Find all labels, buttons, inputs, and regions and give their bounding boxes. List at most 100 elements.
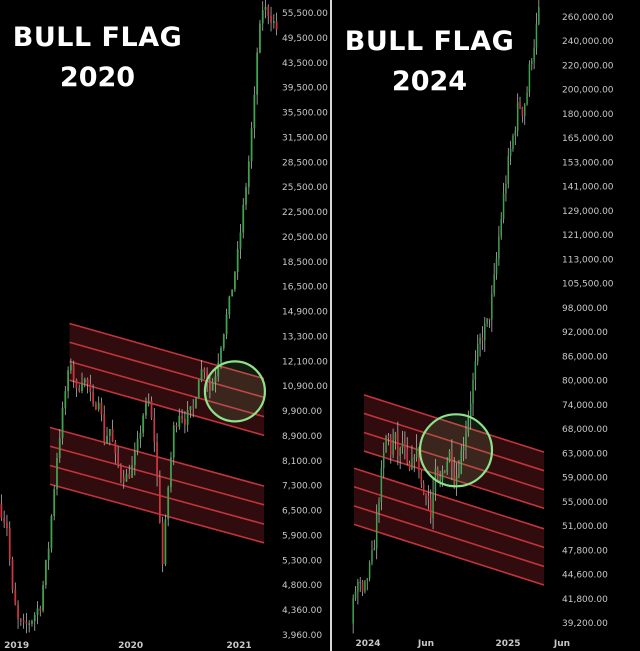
y-tick-label: 180,000.00 [562,110,614,120]
candle [28,620,31,633]
candle [259,19,261,54]
y-tick-label: 31,500.00 [282,133,328,143]
candle [17,600,19,629]
y-tick-label: 200,000.00 [562,86,614,96]
candle [67,366,69,399]
candle [33,612,36,631]
y-tick-label: 3,960.00 [282,631,322,641]
candle [197,379,200,399]
y-tick-label: 105,500.00 [562,280,614,290]
left-chart-panel: 55,500.00 49,500.00 43,500.00 39,500.00 35,5… [0,0,328,651]
candle [491,285,493,332]
y-tick-label: 165,000.00 [562,134,614,144]
candle [75,378,78,397]
candle [250,121,253,169]
candle [531,57,533,71]
candle [458,460,460,479]
candle [500,212,502,240]
y-tick-label: 39,500.00 [282,84,328,94]
candle [420,469,423,489]
candle [120,463,122,484]
candle [455,462,458,496]
y-tick-label: 240,000.00 [562,37,614,47]
right-title-line2: 2024 [391,66,468,97]
candle [272,14,275,29]
candle [106,426,108,445]
candle [526,86,528,106]
candle [380,460,383,511]
y-tick-label: 8,900.00 [282,432,322,442]
candle [401,430,404,454]
candle [11,556,14,594]
candle [373,539,376,551]
candle [366,578,369,591]
candle [359,576,361,592]
candle [0,494,3,521]
candle [392,428,394,459]
candle [142,413,145,437]
y-tick-label: 98,000.00 [562,304,608,314]
candle [352,594,354,634]
y-tick-label: 86,000.00 [562,352,608,362]
candle [256,47,259,105]
candle [397,421,399,466]
candle [164,514,167,567]
y-tick-label: 43,500.00 [282,59,328,69]
candle [502,182,505,224]
candle [465,420,467,459]
candle [19,618,22,626]
candle [239,223,242,259]
candle [111,419,114,443]
y-tick-label: 80,000.00 [562,377,608,387]
candle [533,39,535,70]
y-tick-label: 51,000.00 [562,522,608,532]
candle [178,408,181,430]
candle [114,440,117,464]
candle [264,0,267,19]
candle [209,374,211,399]
candle [519,96,521,110]
candle [136,430,139,456]
x-tick-label: 2020 [118,641,143,651]
y-tick-label: 4,800.00 [282,581,322,591]
candle [72,360,75,388]
candle [8,521,11,566]
candle [139,425,142,448]
candle [122,469,125,489]
flag-channel-lower [353,467,545,586]
candle [460,444,463,475]
candle [507,147,510,189]
candle [234,271,236,292]
candle [58,428,61,463]
candle [228,295,231,319]
candle [427,485,430,510]
candle [242,198,245,239]
candle [462,436,465,462]
candle [399,446,401,470]
y-tick-label: 5,300.00 [282,556,322,566]
candle [429,489,432,524]
candle [394,431,397,450]
candle [70,358,72,374]
candle [486,318,488,327]
candle [14,582,17,606]
panel-divider [330,0,332,651]
candle [181,409,183,424]
y-tick-label: 4,360.00 [282,606,322,616]
candle [444,469,446,474]
candle [3,510,6,528]
candle [125,468,128,482]
candle [253,86,256,139]
y-tick-label: 113,000.00 [562,255,614,265]
candle [147,393,150,407]
candle [145,397,147,420]
y-tick-label: 20,500.00 [282,233,328,243]
candle [225,308,228,340]
candle [474,350,477,391]
y-tick-label: 153,000.00 [562,158,614,168]
candle [484,317,486,352]
y-tick-label: 16,500.00 [282,283,328,293]
candle [357,578,359,605]
candle [387,433,390,446]
